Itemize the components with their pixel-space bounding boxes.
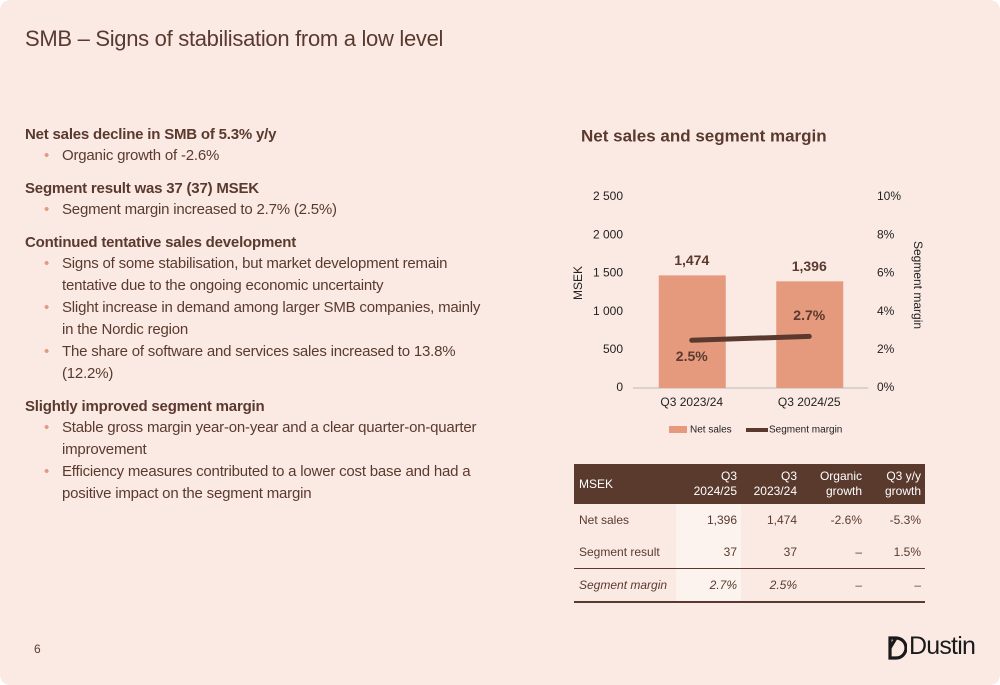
y2-tick-label: 4% (877, 304, 895, 318)
bullet: Signs of some stabilisation, but market … (44, 253, 495, 297)
table-cell: 2.7% (676, 568, 741, 603)
y2-tick-label: 0% (877, 380, 895, 394)
header-text: Q3 (720, 469, 737, 483)
line-value-label: 2.5% (676, 348, 708, 364)
table-cell: 1,474 (766, 513, 797, 527)
bullet: Segment margin increased to 2.7% (2.5%) (44, 199, 495, 221)
section-heading: Slightly improved segment margin (25, 398, 265, 415)
header-cell: Organic growth (801, 464, 866, 504)
y2-tick-label: 2% (877, 342, 895, 356)
x-tick-label: Q3 2024/25 (778, 395, 841, 409)
table-cell: -2.6% (830, 513, 862, 527)
bullet-list: Organic growth of -2.6% (25, 145, 495, 167)
bullet: Slight increase in demand among larger S… (44, 297, 495, 341)
section: Slightly improved segment margin Stable g… (25, 398, 495, 505)
header-text: 2024/25 (693, 484, 737, 498)
y2-axis-label: Segment margin (911, 241, 925, 329)
y2-tick-label: 10% (877, 189, 901, 203)
table-cell: -5.3% (889, 513, 921, 527)
text-body: Net sales decline in SMB of 5.3% y/y Orga… (25, 126, 495, 518)
y-axis-label: MSEK (571, 266, 585, 300)
section-heading: Continued tentative sales development (25, 234, 296, 251)
table-row: Net sales 1,396 1,474 -2.6% -5.3% (574, 504, 925, 536)
header-cell: Q3 2024/25 (676, 464, 741, 504)
table-cell: 1.5% (893, 545, 921, 559)
data-table: MSEK Q3 2024/25 Q3 2023/24 Organic growth Q3 y/… (574, 464, 925, 603)
logo-icon (888, 636, 907, 660)
y-tick-label: 2 000 (593, 227, 623, 241)
y-tick-label: 500 (603, 342, 623, 356)
header-text: MSEK (579, 476, 614, 491)
section: Continued tentative sales development Sig… (25, 234, 495, 385)
bullet-list: Segment margin increased to 2.7% (2.5%) (25, 199, 495, 221)
page-number: 6 (34, 642, 41, 656)
header-text: Organic (819, 469, 862, 483)
legend-swatch (669, 426, 687, 433)
bullet-list: Signs of some stabilisation, but market … (25, 253, 495, 385)
bullet: The share of software and services sales… (44, 341, 495, 385)
header-text: 2023/24 (753, 484, 797, 498)
legend-label: Net sales (690, 425, 732, 436)
table-cell: – (855, 545, 862, 559)
table-cell: Segment margin (574, 568, 676, 603)
logo-text: Dustin (909, 632, 976, 660)
table-cell: 1,396 (676, 504, 741, 536)
table-cell: 37 (783, 545, 797, 559)
table-row: Segment margin 2.7% 2.5% – – (574, 568, 925, 603)
header-text: Q3 y/y (886, 469, 921, 483)
y-tick-label: 0 (616, 380, 623, 394)
y-tick-label: 2 500 (593, 189, 623, 203)
bullet: Efficiency measures contributed to a low… (44, 461, 495, 505)
bar-value-label: 1,474 (674, 252, 709, 268)
table-cell: Segment result (579, 545, 660, 559)
bar-value-label: 1,396 (792, 258, 827, 274)
legend-label: Segment margin (769, 425, 842, 436)
slide-title: SMB – Signs of stabilisation from a low … (25, 26, 444, 51)
header-cell: MSEK (574, 464, 676, 504)
x-tick-label: Q3 2023/24 (660, 395, 723, 409)
bullet: Organic growth of -2.6% (44, 145, 495, 167)
table-cell: 37 (676, 536, 741, 569)
table-cell: 2.5% (741, 568, 801, 603)
section-heading: Net sales decline in SMB of 5.3% y/y (25, 126, 277, 143)
y-tick-label: 1 500 (593, 266, 623, 280)
header-text: growth (825, 484, 862, 498)
table-cell: – (801, 568, 866, 603)
line (689, 333, 812, 343)
bullet: Stable gross margin year-on-year and a c… (44, 417, 495, 461)
section: Segment result was 37 (37) MSEK Segment m… (25, 180, 495, 221)
header-text: Q3 (780, 469, 797, 483)
header-text: growth (884, 484, 921, 498)
header-cell: Q3 y/y growth (866, 464, 925, 504)
y2-tick-label: 8% (877, 227, 895, 241)
section-heading: Segment result was 37 (37) MSEK (25, 180, 259, 197)
section: Net sales decline in SMB of 5.3% y/y Orga… (25, 126, 495, 167)
header-cell: Q3 2023/24 (741, 464, 801, 504)
table-cell: – (866, 568, 925, 603)
bar (658, 275, 726, 388)
bullet-list: Stable gross margin year-on-year and a c… (25, 417, 495, 505)
table-row: Segment result 37 37 – 1.5% (574, 536, 925, 569)
line-value-label: 2.7% (793, 307, 825, 323)
y2-tick-label: 6% (877, 266, 895, 280)
chart-title: Net sales and segment margin (581, 126, 827, 145)
header-row: MSEK Q3 2024/25 Q3 2023/24 Organic growth Q3 y/… (574, 464, 925, 504)
y-tick-label: 1 000 (593, 304, 623, 318)
table-cell: Net sales (579, 513, 630, 527)
